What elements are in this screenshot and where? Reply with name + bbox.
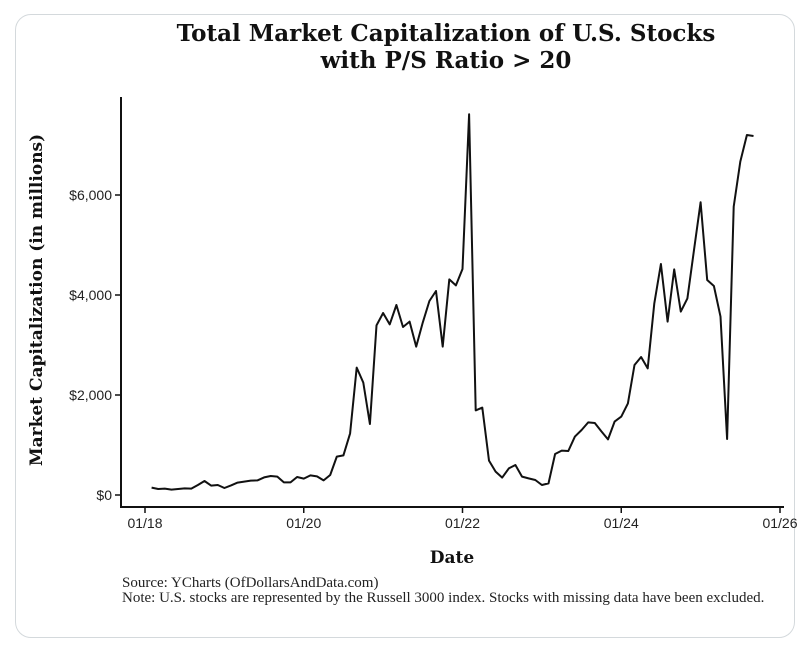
chart-title: Total Market Capitalization of U.S. Stoc… bbox=[116, 20, 776, 74]
chart-title-line1: Total Market Capitalization of U.S. Stoc… bbox=[176, 20, 716, 47]
methodology-note: Note: U.S. stocks are represented by the… bbox=[122, 590, 765, 606]
x-axis-title: Date bbox=[430, 548, 475, 568]
x-tick-label: 01/22 bbox=[445, 515, 480, 531]
axes: $0 $2,000 $4,000 $6,000 01/18 01/20 01/22 01/24… bbox=[69, 97, 798, 531]
y-tick-label: $2,000 bbox=[69, 387, 112, 403]
y-axis-title: Market Capitalization (in millions) bbox=[27, 134, 47, 466]
market-cap-line bbox=[151, 113, 754, 491]
y-tick-label: $4,000 bbox=[69, 287, 112, 303]
x-tick-label: 01/20 bbox=[286, 515, 321, 531]
y-tick-label: $0 bbox=[96, 487, 112, 503]
x-tick-label: 01/18 bbox=[127, 515, 162, 531]
y-tick-label: $6,000 bbox=[69, 187, 112, 203]
chart-title-line2: with P/S Ratio > 20 bbox=[320, 47, 572, 74]
x-tick-label: 01/26 bbox=[762, 515, 797, 531]
x-tick-label: 01/24 bbox=[604, 515, 639, 531]
source-note: Source: YCharts (OfDollarsAndData.com) bbox=[122, 575, 379, 591]
chart-footer: Source: YCharts (OfDollarsAndData.com) N… bbox=[122, 576, 782, 606]
chart-card: Total Market Capitalization of U.S. Stoc… bbox=[15, 14, 795, 638]
